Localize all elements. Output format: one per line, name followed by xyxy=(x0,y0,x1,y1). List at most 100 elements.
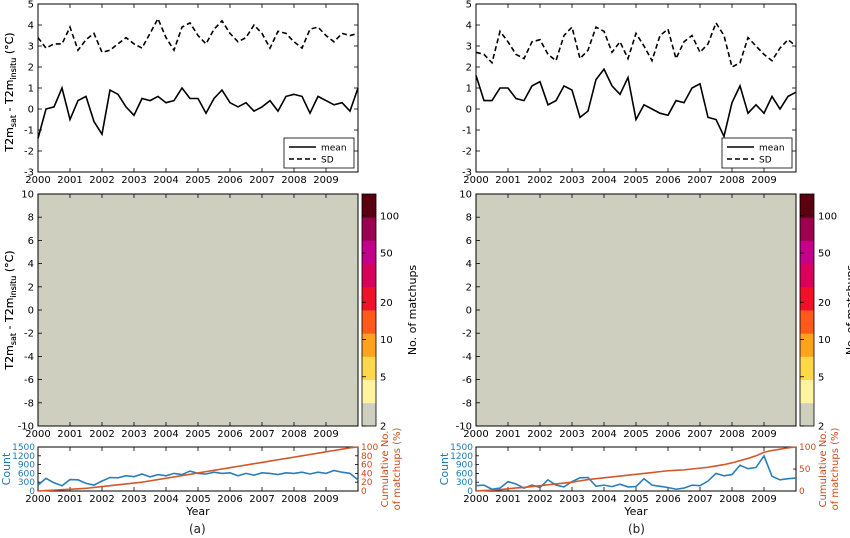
heatmap-cell xyxy=(780,286,789,299)
heatmap-cell xyxy=(350,310,359,322)
heatmap-cell xyxy=(764,194,773,206)
heatmap-cell xyxy=(492,194,501,206)
heatmap-cell xyxy=(500,344,509,357)
heatmap-cell xyxy=(724,286,733,299)
heatmap-cell xyxy=(628,263,637,276)
top-ylabel: T2msat - T2minsitu (°C) xyxy=(3,32,18,152)
heatmap-cell xyxy=(508,240,517,253)
heatmap-cell xyxy=(190,310,199,322)
heatmap-cell xyxy=(158,356,167,369)
heatmap-cell xyxy=(572,333,581,346)
heatmap-cell xyxy=(660,356,669,369)
heatmap-cell xyxy=(294,263,303,276)
heatmap-cell xyxy=(484,414,493,427)
heatmap-cell xyxy=(166,368,175,380)
colorbar-segment xyxy=(800,310,814,334)
heatmap-cell xyxy=(166,402,175,415)
heatmap-cell xyxy=(676,298,685,311)
heatmap-cell xyxy=(572,310,581,322)
heatmap-cell xyxy=(118,217,127,230)
heatmap-cell xyxy=(756,344,765,357)
heatmap-cell xyxy=(254,379,263,392)
heatmap-cell xyxy=(62,344,71,357)
count-axis-title: Count xyxy=(438,452,451,485)
heatmap-cell xyxy=(596,368,605,380)
heatmap-cell xyxy=(732,263,741,276)
heatmap-cell xyxy=(596,205,605,218)
heatmap-cell xyxy=(334,286,343,299)
heatmap-cell xyxy=(772,275,781,288)
heatmap-cell xyxy=(492,252,501,264)
heatmap-cell xyxy=(636,321,645,334)
heatmap-cell xyxy=(238,391,247,404)
heatmap-cell xyxy=(222,379,231,392)
heatmap-cell xyxy=(516,286,525,299)
heatmap-cell xyxy=(476,344,485,357)
heatmap-cell xyxy=(350,298,359,311)
heatmap-cell xyxy=(150,217,159,230)
heatmap-cell xyxy=(46,228,55,241)
heatmap-cell xyxy=(198,263,207,276)
heatmap-cell xyxy=(756,379,765,392)
heatmap-cell xyxy=(182,391,191,404)
heatmap-cell xyxy=(118,368,127,380)
heatmap-cell xyxy=(484,217,493,230)
heatmap-cell xyxy=(302,205,311,218)
heatmap-cell xyxy=(222,228,231,241)
heatmap-cell xyxy=(692,286,701,299)
heatmap-cell xyxy=(660,391,669,404)
heatmap-cell xyxy=(110,414,119,427)
heatmap-cell xyxy=(748,205,757,218)
heatmap-cell xyxy=(158,240,167,253)
heatmap-cell xyxy=(564,194,573,206)
heatmap-cell xyxy=(174,368,183,380)
heatmap-cell xyxy=(676,252,685,264)
heatmap-cell xyxy=(206,205,215,218)
heatmap-cell xyxy=(54,344,63,357)
heatmap-cell xyxy=(214,240,223,253)
heatmap-cell xyxy=(708,356,717,369)
bottom-xtick-tick-label: 2001 xyxy=(495,494,520,505)
heatmap-cell xyxy=(676,217,685,230)
heatmap-cell xyxy=(644,298,653,311)
heatmap-cell xyxy=(788,263,797,276)
heatmap-cell xyxy=(110,228,119,241)
heatmap-xtick-tick-label: 2006 xyxy=(655,429,680,440)
heatmap-cell xyxy=(318,310,327,322)
heatmap-cell xyxy=(54,240,63,253)
heatmap-cell xyxy=(158,263,167,276)
heatmap-cell xyxy=(238,205,247,218)
heatmap-cell xyxy=(174,228,183,241)
heatmap-cell xyxy=(318,286,327,299)
heatmap-cell xyxy=(286,379,295,392)
heatmap-cell xyxy=(788,228,797,241)
heatmap-xtick-tick-label: 2005 xyxy=(185,429,210,440)
heatmap-cell xyxy=(684,240,693,253)
heatmap-cell xyxy=(724,379,733,392)
heatmap-cell xyxy=(142,217,151,230)
heatmap-cell xyxy=(636,205,645,218)
heatmap-xtick-tick-label: 2005 xyxy=(623,429,648,440)
heatmap-cell xyxy=(756,275,765,288)
heatmap-cell xyxy=(572,263,581,276)
heatmap-cell xyxy=(62,240,71,253)
cumulative-axis-title-line1: Cumulative No. xyxy=(818,431,829,508)
heatmap-cell xyxy=(302,228,311,241)
heatmap-cell xyxy=(644,252,653,264)
colorbar-tick-label: 5 xyxy=(380,372,386,383)
heatmap-cell xyxy=(668,310,677,322)
heatmap-cell xyxy=(294,321,303,334)
heatmap-cell xyxy=(676,228,685,241)
heatmap-cell xyxy=(572,414,581,427)
heatmap-cell xyxy=(326,391,335,404)
heatmap-cell xyxy=(652,333,661,346)
heatmap-cell xyxy=(684,402,693,415)
heatmap-cell xyxy=(310,217,319,230)
heatmap-cell xyxy=(692,205,701,218)
heatmap-cell xyxy=(548,205,557,218)
heatmap-cell xyxy=(476,228,485,241)
heatmap-cell xyxy=(540,217,549,230)
heatmap-cell xyxy=(38,310,47,322)
heatmap-cell xyxy=(118,391,127,404)
heatmap-cell xyxy=(572,228,581,241)
